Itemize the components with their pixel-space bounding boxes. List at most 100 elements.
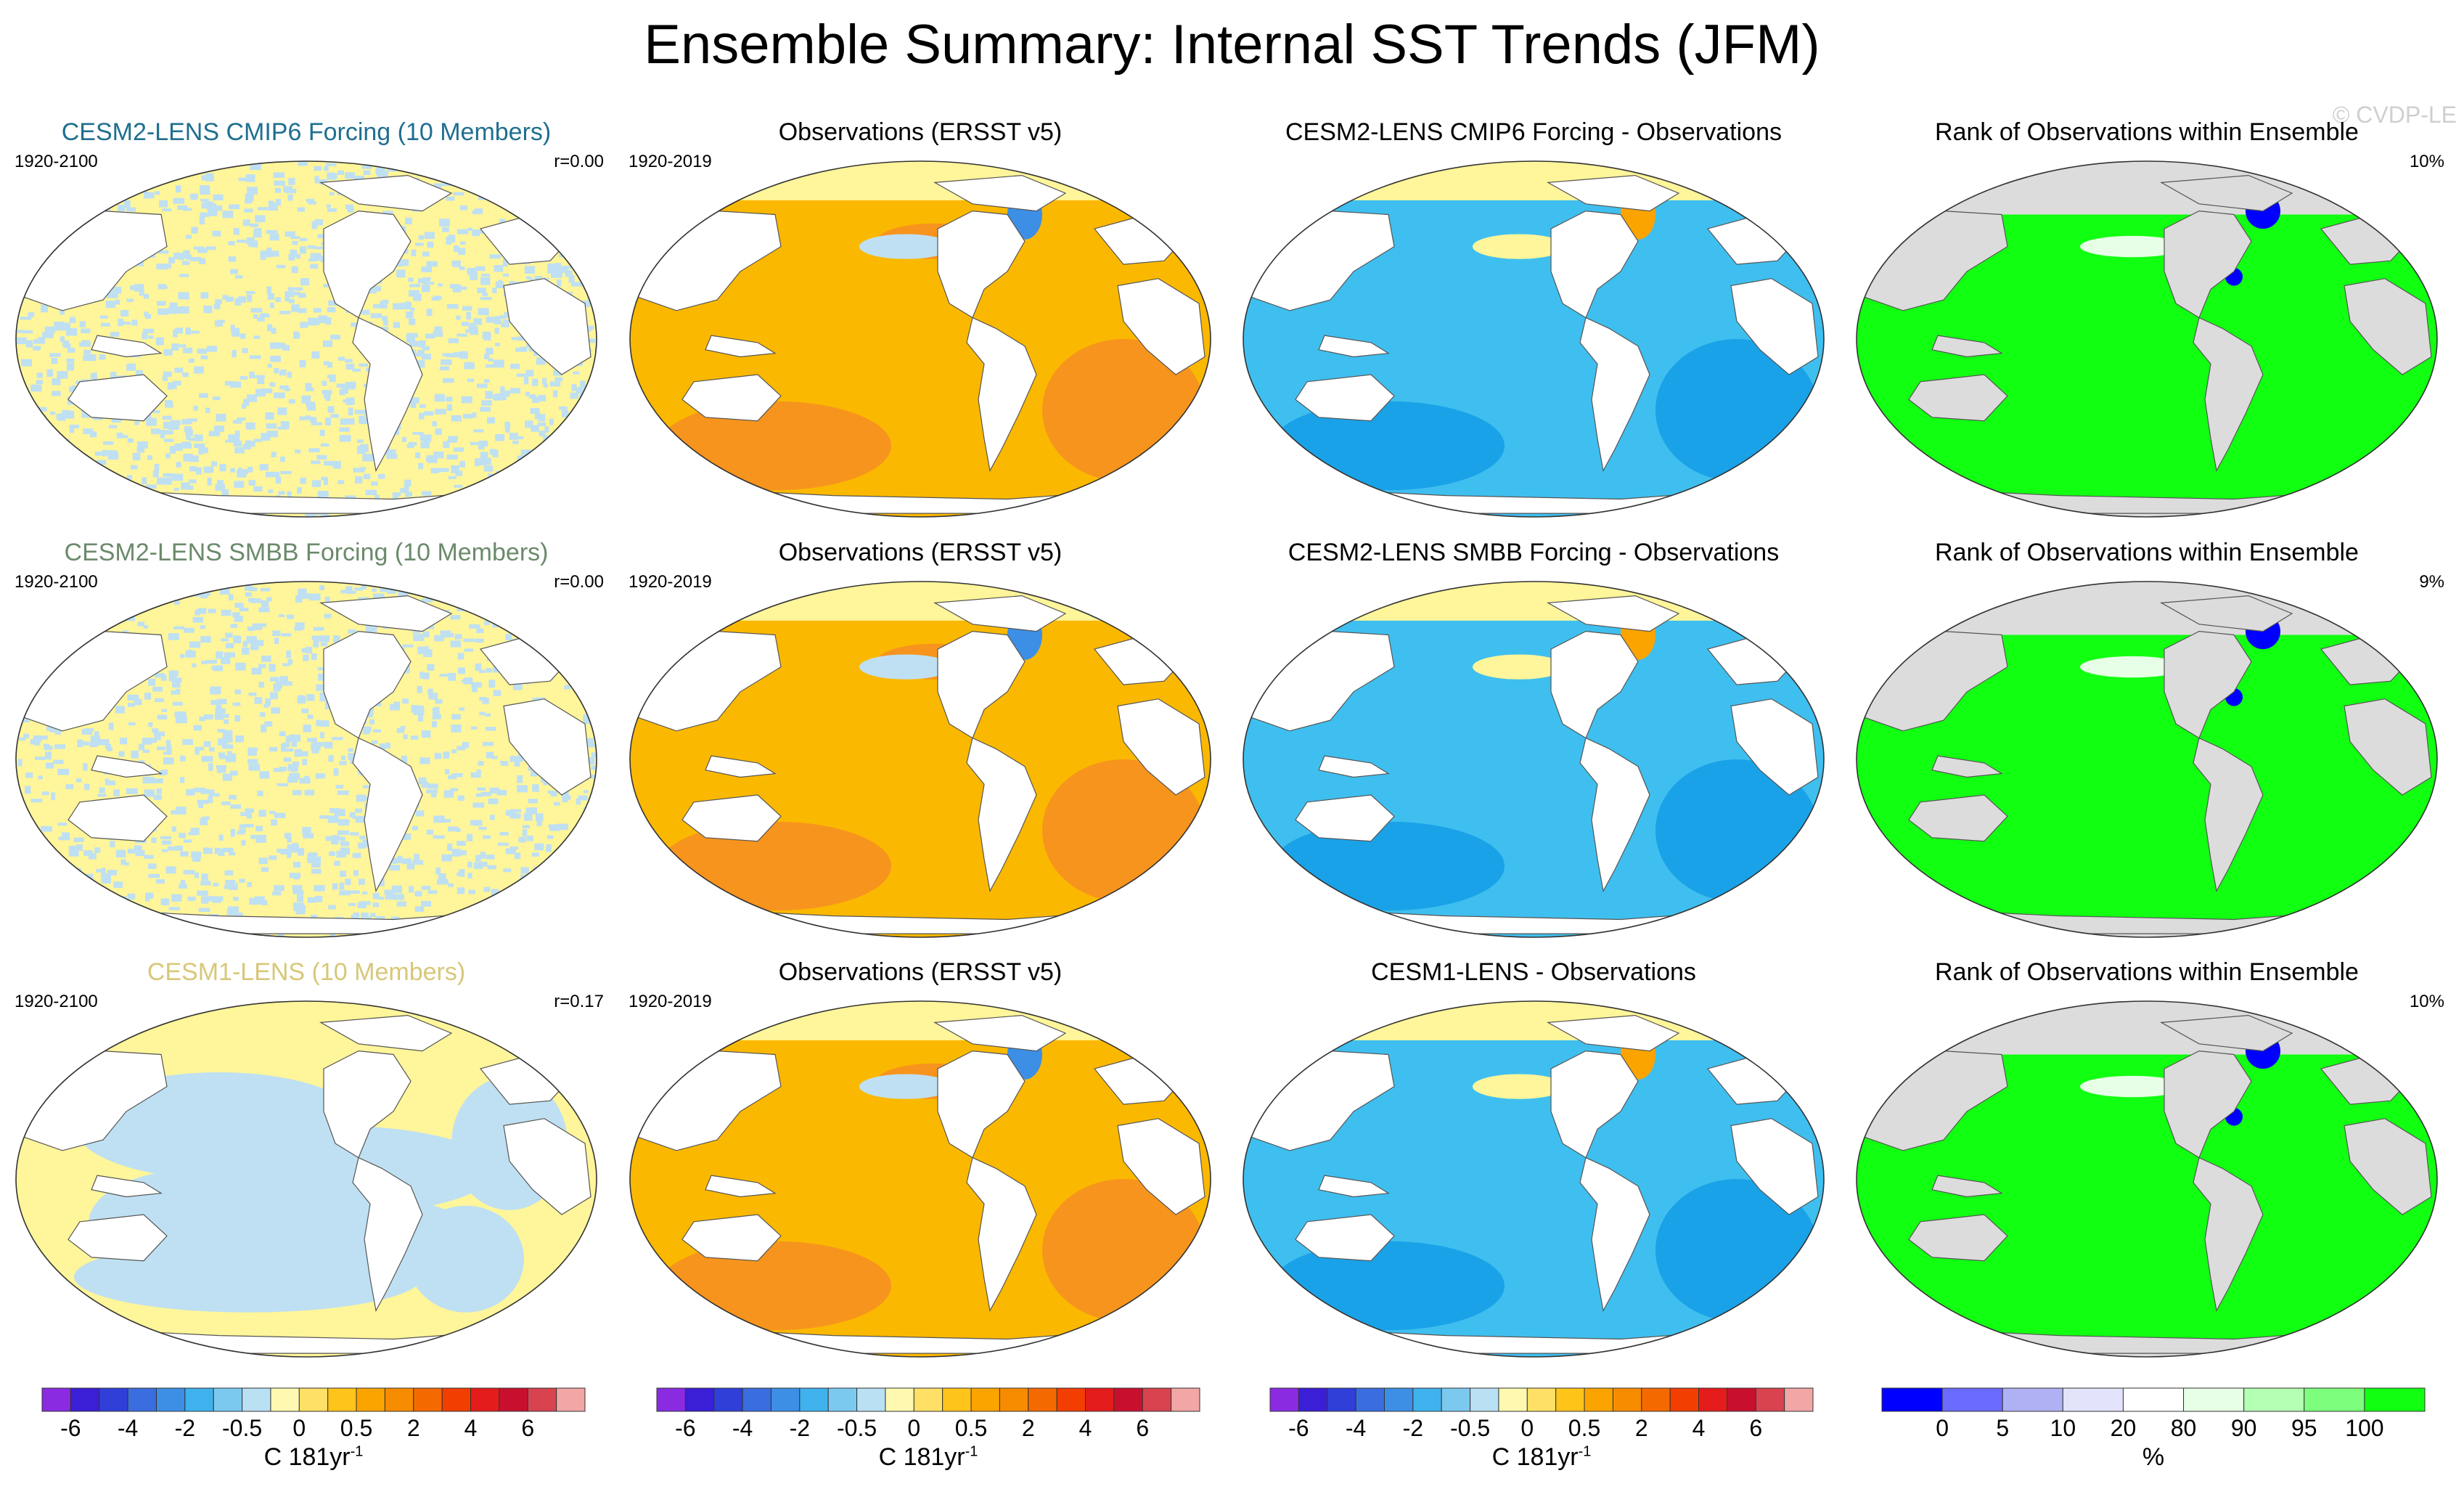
colorbar-unit-label: % bbox=[1882, 1443, 2425, 1472]
colorbar-tick-label: 0.5 bbox=[1568, 1415, 1600, 1441]
panel-stat-label: 10% bbox=[2409, 152, 2444, 171]
colorbar-swatch bbox=[970, 1387, 1000, 1412]
colorbar-swatch bbox=[1755, 1387, 1785, 1412]
colorbar-tick-label: -2 bbox=[790, 1415, 810, 1441]
colorbar-swatch bbox=[1269, 1387, 1299, 1412]
panel-stat-label: r=0.17 bbox=[554, 992, 604, 1011]
colorbar-swatch bbox=[1612, 1387, 1642, 1412]
colorbar-tick-label: 80 bbox=[2171, 1415, 2197, 1441]
panel-title: CESM1-LENS - Observations bbox=[1371, 958, 1696, 986]
colorbar-swatch bbox=[184, 1387, 214, 1412]
panel-title: Rank of Observations within Ensemble bbox=[1935, 118, 2359, 146]
colorbar-swatch bbox=[827, 1387, 858, 1412]
colorbar-swatch bbox=[1056, 1387, 1086, 1412]
colorbar-swatch bbox=[1470, 1387, 1499, 1412]
panel-title: CESM1-LENS (10 Members) bbox=[147, 958, 466, 986]
colorbar-swatch bbox=[127, 1387, 157, 1412]
colorbar-tick-label: -0.5 bbox=[837, 1415, 877, 1441]
colorbar-tick-label: 6 bbox=[521, 1415, 534, 1441]
colorbar-swatch bbox=[70, 1387, 100, 1412]
panel-period-label: 1920-2019 bbox=[629, 572, 712, 592]
colorbar-tick-label: 4 bbox=[464, 1415, 478, 1441]
colorbar-tick-label: 4 bbox=[1079, 1415, 1092, 1441]
colorbar-unit-text: C 181yr bbox=[1491, 1443, 1579, 1471]
colorbar-tick-label: 0 bbox=[1936, 1415, 1949, 1441]
colorbar-swatch bbox=[1085, 1387, 1115, 1412]
colorbar-swatch bbox=[713, 1387, 743, 1412]
panel-title: Observations (ERSST v5) bbox=[778, 958, 1063, 986]
colorbar-tick-label: 0 bbox=[1520, 1415, 1534, 1441]
panel-period-label: 1920-2100 bbox=[15, 992, 98, 1011]
colorbar-tick-label: 2 bbox=[1635, 1415, 1648, 1441]
colorbar-swatch bbox=[1171, 1387, 1200, 1412]
colorbar-tick-label: -6 bbox=[60, 1415, 81, 1441]
colorbar-tick-label: 0 bbox=[907, 1415, 920, 1441]
colorbar-swatch bbox=[499, 1387, 528, 1412]
colorbar-swatch bbox=[1584, 1387, 1613, 1412]
colorbar-swatch bbox=[942, 1387, 972, 1412]
colorbar-tick-label: 20 bbox=[2111, 1415, 2137, 1441]
colorbar-3: -6 -4 -2 -0.5 0 0.5 2 4 6 bbox=[1269, 1387, 1814, 1441]
colorbar-swatch bbox=[1641, 1387, 1671, 1412]
colorbar-tick-label: 4 bbox=[1693, 1415, 1706, 1441]
colorbar-swatch bbox=[41, 1387, 71, 1412]
colorbar-swatch bbox=[1881, 1387, 1943, 1412]
panel-title: Rank of Observations within Ensemble bbox=[1935, 539, 2359, 566]
colorbar-tick-label: 2 bbox=[1022, 1415, 1035, 1441]
colorbar-swatch bbox=[1383, 1387, 1414, 1412]
colorbar-swatch bbox=[1526, 1387, 1557, 1412]
colorbar-swatch bbox=[327, 1387, 357, 1412]
panel-period-label: 1920-2100 bbox=[15, 572, 98, 592]
colorbar-swatch bbox=[298, 1387, 329, 1412]
colorbar-unit-exponent: -1 bbox=[965, 1443, 978, 1460]
panel-title: CESM2-LENS CMIP6 Forcing (10 Members) bbox=[61, 118, 552, 146]
panel-period-label: 1920-2019 bbox=[629, 152, 712, 171]
colorbar-unit-exponent: -1 bbox=[350, 1443, 364, 1460]
panel-stat-label: 10% bbox=[2409, 992, 2444, 1011]
map-panel-3-3 bbox=[1243, 1000, 1825, 1358]
colorbar-unit-text: % bbox=[2142, 1443, 2165, 1471]
colorbar-swatch bbox=[684, 1387, 715, 1412]
colorbar-unit-exponent: -1 bbox=[1578, 1443, 1592, 1460]
colorbar-tick-label: -2 bbox=[1403, 1415, 1423, 1441]
colorbar-swatch bbox=[1142, 1387, 1172, 1412]
colorbar-swatch bbox=[441, 1387, 472, 1412]
colorbar-swatch bbox=[742, 1387, 771, 1412]
colorbar-swatch bbox=[1113, 1387, 1143, 1412]
colorbar-swatch bbox=[656, 1387, 686, 1412]
colorbar-swatch bbox=[2002, 1387, 2063, 1412]
colorbar-unit-text: C 181yr bbox=[878, 1443, 965, 1471]
colorbar-swatch bbox=[1441, 1387, 1471, 1412]
map-panel-1-1 bbox=[15, 160, 597, 518]
colorbar-swatch bbox=[1298, 1387, 1328, 1412]
colorbar-swatch bbox=[799, 1387, 829, 1412]
colorbar-tick-label: 5 bbox=[1996, 1415, 2009, 1441]
panel-title: Observations (ERSST v5) bbox=[778, 118, 1063, 146]
colorbar-swatch bbox=[2122, 1387, 2185, 1412]
colorbar-swatch bbox=[1555, 1387, 1585, 1412]
colorbar-tick-label: -6 bbox=[1288, 1415, 1309, 1441]
panel-stat-label: 9% bbox=[2419, 572, 2444, 592]
colorbar-tick-label: 6 bbox=[1136, 1415, 1149, 1441]
colorbar-tick-label: -0.5 bbox=[1450, 1415, 1490, 1441]
colorbar-swatch bbox=[99, 1387, 128, 1412]
colorbar-tick-label: 0.5 bbox=[340, 1415, 372, 1441]
map-panel-1-3 bbox=[1243, 160, 1825, 518]
colorbar-tick-label: -6 bbox=[675, 1415, 695, 1441]
colorbar-tick-label: -4 bbox=[1346, 1415, 1366, 1441]
map-panel-1-2 bbox=[629, 160, 1211, 518]
colorbar-swatch bbox=[856, 1387, 886, 1412]
panel-title: CESM2-LENS CMIP6 Forcing - Observations bbox=[1285, 118, 1782, 146]
colorbar-tick-label: -2 bbox=[175, 1415, 195, 1441]
colorbar-swatch bbox=[155, 1387, 186, 1412]
colorbar-swatch bbox=[2062, 1387, 2124, 1412]
colorbar-swatch bbox=[1355, 1387, 1385, 1412]
map-panel-1-4 bbox=[1856, 160, 2438, 518]
colorbar-swatch bbox=[1941, 1387, 2003, 1412]
colorbar-swatch bbox=[2183, 1387, 2245, 1412]
colorbar-swatch bbox=[1412, 1387, 1442, 1412]
colorbar-tick-label: 95 bbox=[2291, 1415, 2317, 1441]
colorbar-tick-label: -0.5 bbox=[222, 1415, 262, 1441]
colorbar-swatch bbox=[770, 1387, 801, 1412]
colorbar-unit-label: C 181yr-1 bbox=[657, 1443, 1200, 1472]
